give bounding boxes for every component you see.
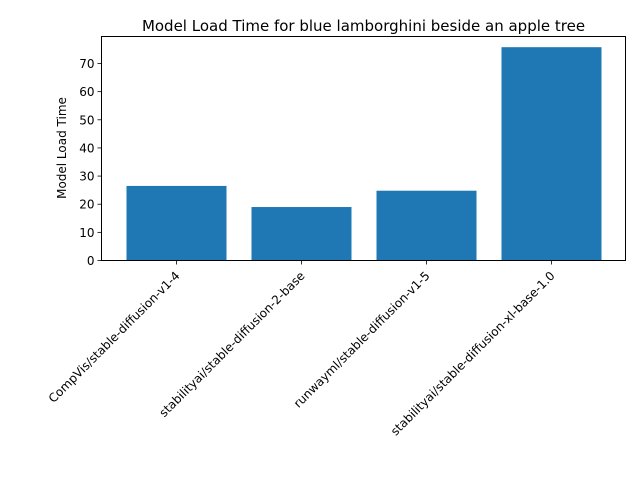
- y-tick-label-2: 20: [79, 198, 94, 212]
- bar-2: [376, 190, 477, 261]
- bars-group: [126, 47, 602, 261]
- y-tick-label-7: 70: [79, 57, 94, 71]
- y-tick-label-3: 30: [79, 170, 94, 184]
- y-tick-label-1: 10: [79, 226, 94, 240]
- bar-0: [126, 185, 227, 261]
- y-axis-label: Model Load Time: [55, 97, 69, 199]
- y-tick-label-0: 0: [87, 254, 95, 268]
- plot-frame: [101, 36, 626, 261]
- bar-3: [501, 47, 602, 261]
- chart-title: Model Load Time for blue lamborghini bes…: [142, 17, 585, 35]
- bar-1: [251, 207, 352, 261]
- y-tick-label-5: 50: [79, 113, 94, 127]
- y-tick-label-6: 60: [79, 85, 94, 99]
- y-tick-label-4: 40: [79, 141, 94, 155]
- y-axis: 0 10 20 30 40 50 60 70: [79, 57, 102, 268]
